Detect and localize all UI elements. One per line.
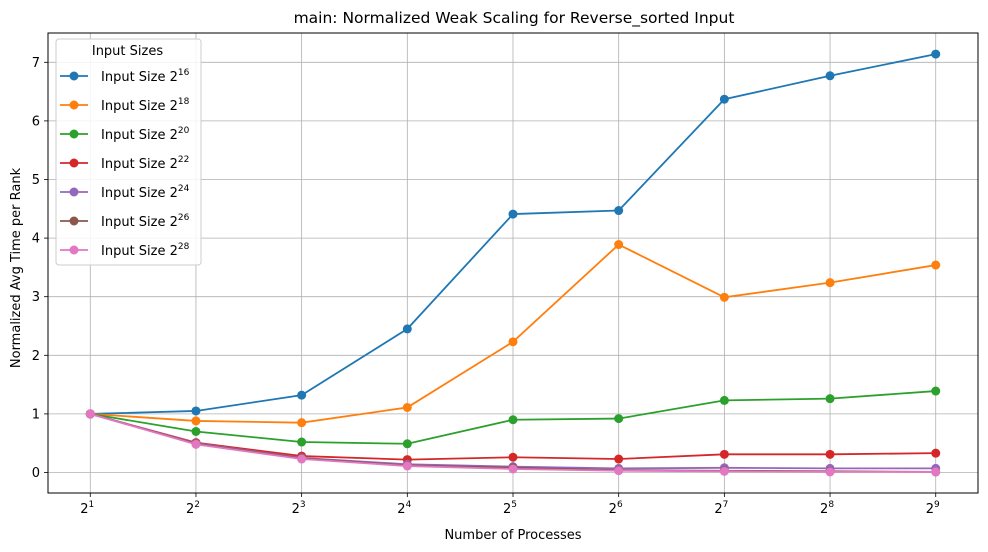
legend-label: Input Size 228	[101, 242, 190, 259]
data-point	[85, 409, 95, 419]
x-tick-label: 27	[714, 500, 728, 517]
series-2	[85, 240, 941, 428]
series-1	[85, 49, 941, 419]
data-point	[719, 94, 729, 104]
data-point	[931, 386, 941, 396]
y-tick-label: 7	[32, 56, 40, 71]
legend-item: Input Size 224	[60, 184, 190, 201]
legend-item: Input Size 226	[60, 213, 190, 230]
legend: Input Sizes Input Size 216 Input Size 218 I…	[55, 38, 202, 266]
y-tick-label: 4	[32, 232, 40, 247]
x-tick-label: 24	[397, 500, 411, 517]
y-tick-label: 1	[32, 407, 40, 422]
data-point	[191, 426, 201, 436]
data-point	[402, 402, 412, 412]
data-point	[614, 206, 624, 216]
data-point	[719, 466, 729, 476]
data-point	[931, 467, 941, 477]
data-point	[719, 449, 729, 459]
y-tick-label: 6	[32, 114, 40, 129]
legend-swatch-marker	[69, 71, 79, 81]
data-point	[297, 418, 307, 428]
x-tick-label: 25	[503, 500, 517, 517]
legend-label: Input Size 216	[101, 68, 190, 85]
data-point	[931, 49, 941, 59]
x-tick-label: 26	[609, 500, 623, 517]
data-point	[614, 454, 624, 464]
legend-item: Input Size 216	[60, 68, 190, 85]
data-point	[508, 337, 518, 347]
data-point	[719, 395, 729, 405]
x-tick-label: 23	[292, 500, 306, 517]
data-point	[508, 452, 518, 462]
y-axis-label: Normalized Avg Time per Rank	[9, 167, 24, 368]
legend-item: Input Size 218	[60, 97, 190, 114]
data-point	[508, 415, 518, 425]
legend-swatch-marker	[69, 245, 79, 255]
legend-item: Input Size 222	[60, 155, 189, 172]
legend-swatch-marker	[69, 158, 79, 168]
legend-label: Input Size 222	[101, 155, 189, 172]
data-point	[825, 394, 835, 404]
legend-item: Input Size 220	[60, 126, 190, 143]
x-axis-label: Number of Processes	[444, 528, 581, 543]
data-point	[931, 260, 941, 270]
legend-item: Input Size 228	[60, 242, 190, 259]
data-point	[614, 414, 624, 424]
legend-swatch-marker	[69, 187, 79, 197]
data-point	[191, 416, 201, 426]
data-point	[297, 390, 307, 400]
y-tick-label: 0	[32, 466, 40, 481]
legend-swatch-marker	[69, 216, 79, 226]
x-tick-label: 22	[186, 500, 200, 517]
data-point	[508, 464, 518, 474]
data-point	[508, 209, 518, 219]
legend-label: Input Size 226	[101, 213, 190, 230]
legend-swatch-marker	[69, 100, 79, 110]
data-point	[402, 324, 412, 334]
series-7	[85, 409, 941, 477]
y-tick-label: 5	[32, 173, 40, 188]
x-axis-ticks: 21 22 23 24 25 26 27 28 29	[80, 493, 940, 517]
legend-title: Input Sizes	[92, 44, 163, 59]
legend-label: Input Size 218	[101, 97, 190, 114]
y-tick-label: 3	[32, 290, 40, 305]
y-tick-label: 2	[32, 349, 40, 364]
data-point	[402, 439, 412, 449]
legend-label: Input Size 224	[101, 184, 190, 201]
data-point	[825, 449, 835, 459]
data-point	[825, 71, 835, 81]
data-point	[825, 467, 835, 477]
data-point	[297, 437, 307, 447]
x-tick-label: 28	[820, 500, 834, 517]
legend-label: Input Size 220	[101, 126, 190, 143]
data-point	[931, 448, 941, 458]
data-point	[402, 461, 412, 471]
y-axis-ticks: 0 1 2 3 4 5 6 7	[32, 56, 48, 481]
data-point	[191, 406, 201, 416]
data-point	[825, 278, 835, 288]
x-tick-label: 21	[80, 500, 94, 517]
legend-swatch-marker	[69, 129, 79, 139]
legend-box	[55, 38, 202, 266]
chart-title: main: Normalized Weak Scaling for Revers…	[294, 9, 735, 28]
series-layer	[85, 49, 941, 477]
data-point	[719, 292, 729, 302]
data-point	[191, 439, 201, 449]
data-point	[614, 466, 624, 476]
data-point	[614, 240, 624, 250]
x-tick-label: 29	[926, 500, 940, 517]
data-point	[297, 454, 307, 464]
